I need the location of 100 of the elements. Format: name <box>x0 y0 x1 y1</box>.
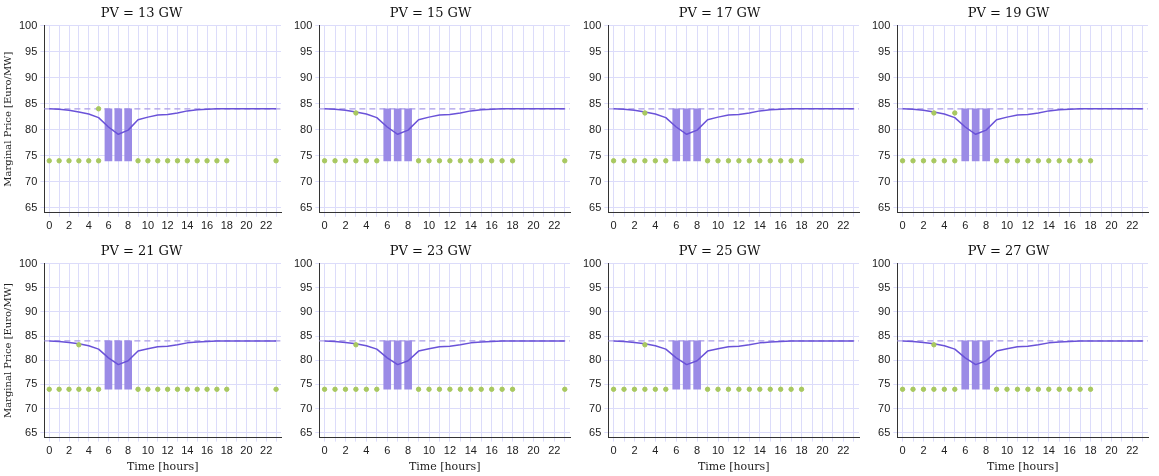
y-tick-label: 65 <box>878 200 891 213</box>
x-tick-label: 16 <box>200 219 214 232</box>
x-tick-label: 14 <box>181 444 194 457</box>
x-tick-label: 18 <box>795 444 808 457</box>
y-tick-label: 80 <box>589 353 602 366</box>
y-tick-label: 90 <box>25 70 38 83</box>
y-tick-label: 95 <box>300 44 313 57</box>
x-tick-label: 10 <box>141 219 155 232</box>
y-axis-title: Marginal Price [Euro/MW] <box>1 283 13 419</box>
x-tick-label: 12 <box>161 444 174 457</box>
y-tick-label: 80 <box>589 122 602 135</box>
x-tick-label: 16 <box>774 444 787 457</box>
x-tick-label: 16 <box>774 219 787 232</box>
x-tick-label: 6 <box>962 219 969 232</box>
x-tick-label: 20 <box>240 444 253 457</box>
x-tick-label: 8 <box>983 219 990 232</box>
x-tick-label: 4 <box>363 219 370 232</box>
y-tick-label: 70 <box>25 401 38 414</box>
x-tick-label: 10 <box>422 444 436 457</box>
x-tick-label: 6 <box>673 219 680 232</box>
chart-title: PV = 15 GW <box>389 5 472 21</box>
chart-title: PV = 27 GW <box>967 243 1050 259</box>
y-tick-label: 80 <box>25 122 38 135</box>
chart-title: PV = 25 GW <box>678 243 761 259</box>
chart-title: PV = 21 GW <box>100 243 183 259</box>
y-tick-label: 100 <box>871 256 891 269</box>
x-tick-label: 14 <box>753 444 766 457</box>
y-tick-label: 70 <box>589 174 602 187</box>
x-tick-label: 10 <box>141 444 155 457</box>
y-tick-label: 75 <box>300 377 313 390</box>
x-tick-label: 14 <box>464 219 477 232</box>
y-tick-label: 85 <box>589 96 602 109</box>
y-tick-label: 90 <box>300 70 313 83</box>
y-tick-label: 85 <box>300 96 313 109</box>
y-tick-label: 70 <box>25 174 38 187</box>
x-tick-label: 10 <box>422 219 436 232</box>
y-tick-label: 90 <box>25 304 38 317</box>
x-tick-label: 0 <box>46 444 53 457</box>
x-tick-label: 12 <box>161 219 174 232</box>
x-tick-label: 2 <box>631 444 638 457</box>
y-tick-label: 100 <box>293 256 313 269</box>
y-tick-label: 95 <box>878 280 891 293</box>
x-tick-label: 4 <box>652 219 659 232</box>
x-tick-label: 4 <box>85 444 92 457</box>
x-tick-label: 6 <box>673 444 680 457</box>
x-tick-label: 2 <box>342 444 349 457</box>
y-tick-label: 95 <box>25 44 38 57</box>
x-tick-label: 20 <box>816 444 829 457</box>
x-axis-title: Time [hours] <box>126 460 199 474</box>
y-tick-label: 65 <box>589 425 602 438</box>
y-tick-label: 90 <box>878 70 891 83</box>
x-tick-label: 22 <box>1126 219 1139 232</box>
y-tick-label: 100 <box>293 18 313 31</box>
y-tick-label: 65 <box>300 425 313 438</box>
x-tick-label: 22 <box>837 444 850 457</box>
y-tick-label: 90 <box>300 304 313 317</box>
x-tick-label: 0 <box>46 219 53 232</box>
x-tick-label: 10 <box>1000 444 1014 457</box>
y-tick-label: 85 <box>300 329 313 342</box>
x-tick-label: 4 <box>363 444 370 457</box>
x-tick-label: 6 <box>105 219 112 232</box>
y-tick-label: 70 <box>589 401 602 414</box>
x-tick-label: 12 <box>1021 444 1035 457</box>
x-tick-label: 16 <box>485 219 498 232</box>
x-tick-label: 2 <box>65 219 73 232</box>
x-tick-label: 6 <box>105 444 112 457</box>
x-axis-title: Time [hours] <box>986 460 1059 474</box>
x-tick-label: 16 <box>200 444 214 457</box>
x-tick-label: 22 <box>837 219 850 232</box>
x-tick-label: 14 <box>753 219 766 232</box>
x-tick-label: 12 <box>732 444 746 457</box>
y-tick-label: 65 <box>25 425 38 438</box>
x-tick-label: 0 <box>899 444 906 457</box>
chart-title: PV = 17 GW <box>678 5 761 21</box>
y-tick-label: 75 <box>589 377 602 390</box>
x-tick-label: 8 <box>983 444 990 457</box>
y-tick-label: 75 <box>25 377 38 390</box>
x-tick-label: 16 <box>485 444 498 457</box>
x-tick-label: 8 <box>405 219 412 232</box>
x-tick-label: 18 <box>506 444 519 457</box>
y-tick-label: 70 <box>878 401 891 414</box>
x-tick-label: 22 <box>260 444 273 457</box>
x-tick-label: 14 <box>464 444 477 457</box>
y-tick-label: 75 <box>25 148 38 161</box>
x-tick-label: 14 <box>1042 444 1055 457</box>
y-tick-label: 75 <box>878 377 891 390</box>
x-tick-label: 8 <box>125 444 132 457</box>
y-tick-label: 85 <box>878 329 891 342</box>
chart-title: PV = 13 GW <box>100 5 183 21</box>
x-tick-label: 20 <box>1105 444 1118 457</box>
x-tick-label: 18 <box>220 219 233 232</box>
x-tick-label: 14 <box>1042 219 1055 232</box>
y-tick-label: 90 <box>589 304 602 317</box>
x-tick-label: 6 <box>962 444 969 457</box>
x-tick-label: 2 <box>65 444 73 457</box>
x-axis-title: Time [hours] <box>408 460 481 474</box>
y-tick-label: 95 <box>589 280 602 293</box>
x-tick-label: 22 <box>548 444 561 457</box>
x-tick-label: 12 <box>732 219 746 232</box>
x-tick-label: 18 <box>1084 219 1097 232</box>
